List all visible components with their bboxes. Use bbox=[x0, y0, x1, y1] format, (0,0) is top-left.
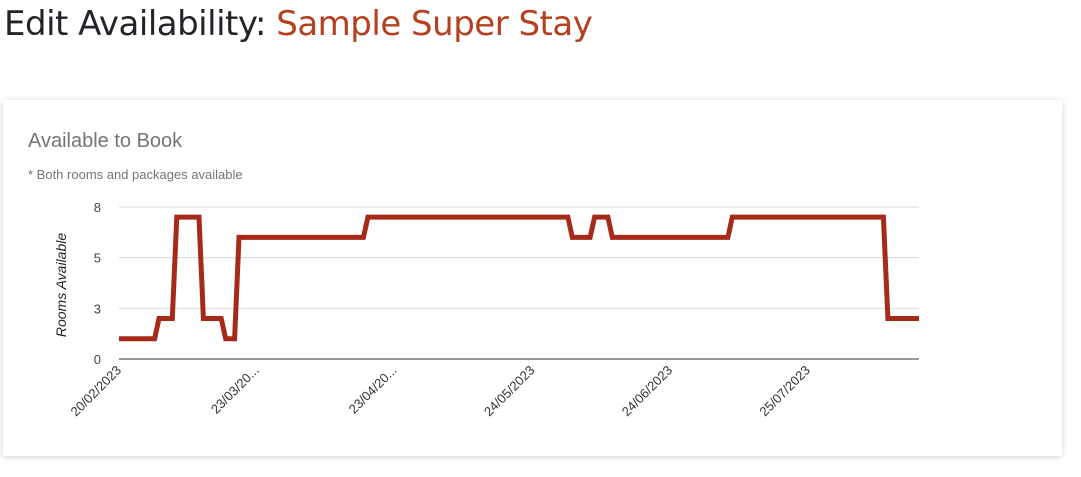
series-line bbox=[119, 214, 919, 342]
y-tick-label: 3 bbox=[94, 301, 101, 316]
y-tick-label: 5 bbox=[94, 251, 101, 266]
y-tick-label: 8 bbox=[94, 200, 101, 215]
x-tick-label: 23/04/20... bbox=[346, 363, 400, 417]
x-tick-label: 23/03/20... bbox=[208, 363, 262, 417]
y-axis-label: Rooms Available bbox=[53, 233, 69, 337]
x-tick-label: 25/07/2023 bbox=[756, 363, 813, 420]
chart-subtitle: * Both rooms and packages available bbox=[28, 167, 243, 182]
property-name: Sample Super Stay bbox=[276, 4, 593, 44]
y-tick-label: 0 bbox=[94, 352, 101, 367]
page-title: Edit Availability: Sample Super Stay bbox=[4, 4, 593, 44]
x-tick-label: 24/05/2023 bbox=[481, 363, 538, 420]
availability-chart: 0 3 5 8 Rooms Available 20/02/2023 23/03/20...… bbox=[53, 200, 919, 420]
chart-title: Available to Book bbox=[28, 130, 183, 152]
page-title-prefix: Edit Availability: bbox=[4, 4, 277, 44]
x-tick-label: 20/02/2023 bbox=[67, 363, 124, 420]
availability-chart-card: Available to Book * Both rooms and packa… bbox=[3, 100, 1062, 456]
x-tick-label: 24/06/2023 bbox=[619, 363, 676, 420]
